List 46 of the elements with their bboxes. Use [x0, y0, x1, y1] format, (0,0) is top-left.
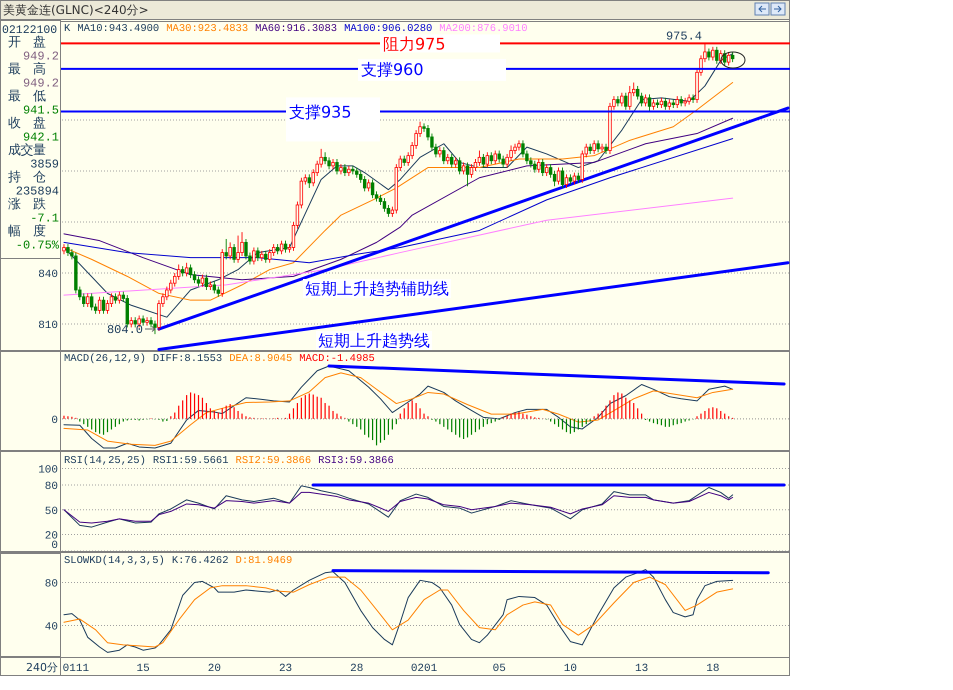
y-tick-label: 80: [44, 481, 58, 493]
legend: RSI(14,25,25) RSI1:59.5661 RSI2:59.3866 RSI3:59.3866: [64, 455, 394, 467]
ref-line-label: 阻力975: [383, 34, 446, 54]
text: 成交量: [8, 142, 46, 158]
x-tick-label: 13: [635, 663, 648, 675]
text: 235894: [16, 184, 59, 198]
text: 开 盘: [8, 35, 46, 50]
x-axis-title: 240分: [26, 661, 58, 674]
y-tick-label: 40: [44, 621, 58, 634]
y-tick-label: 810: [38, 320, 58, 332]
y-tick-label: 100: [38, 464, 58, 476]
y-tick-label: 0: [51, 540, 58, 552]
y-tick-label: 80: [44, 578, 58, 590]
y-tick-label: 50: [44, 506, 58, 518]
annotation: 804.0: [106, 323, 143, 337]
x-tick-label: 10: [564, 663, 578, 675]
legend: SLOWKD(14,3,3,5) K:76.4262 D:81.9469: [64, 555, 292, 567]
x-tick-label: 0201: [410, 663, 438, 675]
text: 涨 跌: [8, 197, 46, 212]
x-tick-label: 18: [706, 663, 720, 675]
text: 持 仓: [8, 170, 46, 185]
text: 收 盘: [8, 116, 46, 131]
x-tick-label: 0111: [62, 663, 90, 675]
x-tick-label: 23: [278, 663, 292, 675]
text: -7.1: [30, 212, 59, 226]
annotation: 975.4: [666, 30, 702, 44]
x-tick-label: 05: [492, 663, 506, 675]
text: 最 低: [8, 89, 46, 104]
x-tick-label: 28: [350, 663, 364, 675]
text: 幅 度: [8, 223, 46, 239]
legend: K MA10:943.4900 MA30:923.4833 MA60:916.3083 MA100:906.0280 MA200:876.9010: [64, 23, 528, 35]
text: 941.5: [22, 104, 59, 118]
text: 最 高: [8, 61, 46, 77]
legend: MACD(26,12,9) DIFF:8.1553 DEA:8.9045 MACD:-1.4985: [64, 353, 375, 365]
text: 3859: [30, 158, 59, 172]
x-tick-label: 20: [208, 663, 221, 675]
x-tick-label: 15: [136, 663, 150, 675]
text: 942.1: [22, 130, 59, 144]
text: -0.75%: [16, 238, 60, 252]
y-tick-label: 840: [38, 268, 58, 281]
chart-title: 美黄金连(GLNC)<240分>: [3, 3, 149, 17]
text: 02122100: [2, 24, 58, 37]
text: 949.2: [22, 76, 59, 90]
text: 949.2: [22, 50, 59, 64]
ref-line-label: 支撑960: [361, 60, 424, 79]
ref-line-label: 支撑935: [289, 102, 352, 122]
